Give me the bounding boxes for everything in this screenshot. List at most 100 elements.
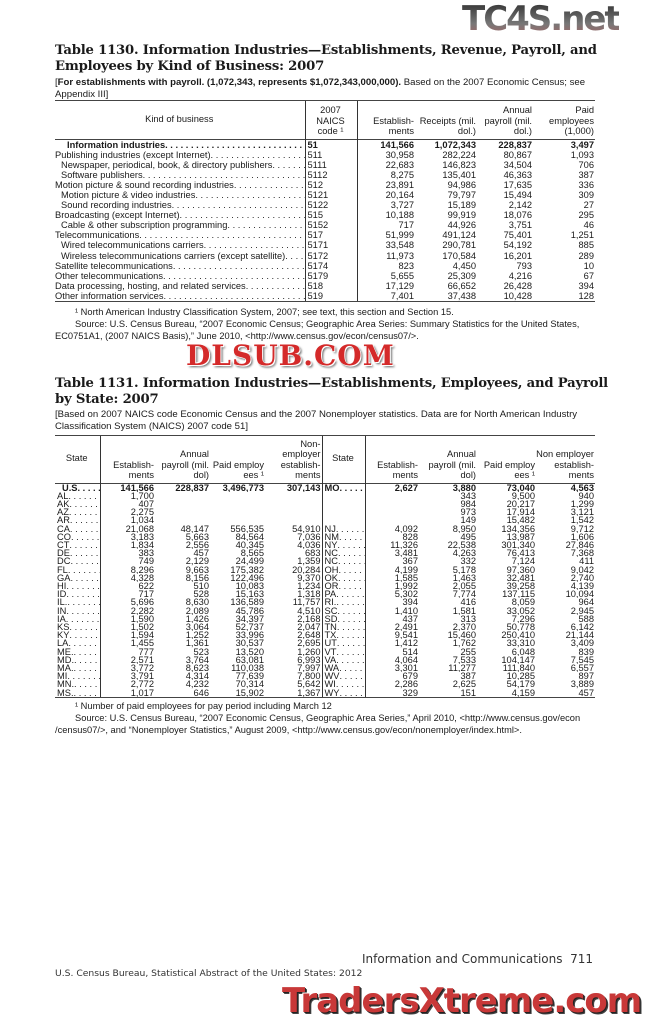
value-cell: 2,625 [452, 680, 476, 689]
table-1130: Kind of business 2007 NAICS code ¹ Establi… [55, 100, 595, 302]
column-header: Receipts (mil. dol.) [419, 115, 476, 137]
value-cell: 973 [460, 508, 476, 517]
value-cell: 151 [460, 688, 476, 697]
kind-of-business-cell: Motion picture & sound recording industr… [55, 179, 306, 190]
value-cell [265, 516, 323, 525]
state-cell: UT [322, 639, 366, 648]
naics-code: 51 [305, 139, 358, 150]
state-cell: OH [322, 565, 366, 574]
value-est: 10,188 [385, 210, 414, 221]
value-cell: 24,499 [235, 557, 264, 566]
value-cell: 984 [460, 499, 476, 509]
state-cell: AR [55, 516, 101, 525]
state-cell: MD. [55, 655, 101, 664]
naics-code: 512 [305, 179, 358, 190]
watermark-bottom: TradersXtreme.com [282, 981, 642, 1021]
state-cell: LA [55, 639, 101, 648]
table-1131-footnote: ¹ Number of paid employees for pay perio… [75, 701, 332, 711]
value-cell: 77,639 [235, 672, 264, 681]
state-name: CT [57, 540, 70, 550]
value-cell: 1,700 [130, 491, 154, 500]
kind-of-business-cell: Newspaper, periodical, book, & directory… [55, 159, 306, 170]
state-name: TN [324, 622, 337, 632]
value-emp: 394 [578, 280, 594, 291]
value-cell: 141,566 [120, 483, 154, 492]
value-cell: 1,585 [394, 573, 418, 582]
state-cell: HI [55, 581, 101, 591]
state-name: MA. [57, 663, 74, 673]
value-cell [155, 500, 210, 508]
value-cell: 2,089 [185, 606, 209, 615]
value-est: 3,727 [390, 200, 414, 211]
value-pay: 15,494 [503, 189, 532, 200]
state-name: MI [57, 672, 68, 681]
value-cell: 3,791 [130, 672, 154, 681]
value-cell: 3,880 [452, 483, 476, 492]
page-number: 711 [570, 952, 594, 966]
value-est: 5,655 [390, 270, 414, 281]
value-cell: 457 [578, 688, 594, 697]
kind-of-business: Data processing, hosting, and related se… [55, 280, 246, 291]
value-cell: 250,410 [501, 631, 535, 640]
value-cell: 134,356 [501, 524, 535, 533]
state-name: OK [324, 573, 338, 582]
kind-of-business-cell: Other information services [55, 290, 306, 301]
value-cell: 6,048 [511, 647, 535, 656]
state-name: MO [324, 483, 340, 492]
value-cell: 13,520 [235, 647, 264, 656]
table-row: Publishing industries (except Internet) 5… [55, 149, 595, 160]
kind-of-business: Wired telecommunications carriers [61, 240, 204, 251]
state-cell: U.S [55, 483, 101, 492]
column-header: Establish- ments [377, 459, 418, 481]
value-cell: 2,055 [452, 581, 476, 591]
value-cell: 54,910 [265, 524, 323, 533]
state-name: AL [57, 491, 69, 500]
column-header: 2007 NAICS code ¹ [305, 101, 358, 139]
value-cell: 228,837 [175, 483, 209, 492]
table-row: Newspaper, periodical, book, & directory… [55, 159, 595, 170]
table-row: Other information services 519 7,401 37,438… [55, 290, 595, 301]
value-cell: 646 [193, 688, 209, 697]
column-header: Non employer establish- ments [536, 449, 594, 480]
value-cell: 7,296 [511, 614, 535, 623]
value-cell: 5,642 [265, 680, 323, 689]
state-cell: TN [322, 622, 366, 632]
value-cell: 4,263 [452, 549, 476, 558]
value-cell: 2,168 [265, 614, 323, 623]
naics-code: 5174 [305, 260, 358, 271]
value-emp: 3,497 [570, 139, 594, 150]
value-cell: 523 [193, 647, 209, 656]
kind-of-business: Broadcasting (except Internet) [55, 210, 180, 221]
state-cell: WV [322, 672, 366, 681]
state-name: NY [324, 540, 338, 550]
table-row: Telecommunications 517 51,999 491,124 75,401… [55, 230, 595, 241]
value-cell: 111,840 [502, 663, 535, 673]
value-cell: 39,258 [506, 581, 535, 591]
value-cell [210, 516, 265, 524]
kind-of-business: Publishing industries (except Internet) [55, 149, 211, 160]
value-cell: 4,092 [394, 524, 418, 533]
table-row: Software publishers 5112 8,275 135,401 46,36… [55, 169, 595, 180]
value-cell: 9,370 [265, 573, 323, 582]
value-cell: 11,757 [265, 598, 323, 607]
value-emp: 336 [578, 179, 594, 190]
value-cell: 255 [460, 647, 476, 656]
table-row: AL 1,700 343 9,500 940 [55, 491, 595, 500]
value-cell: 4,036 [265, 540, 323, 550]
table-1131-headnote: [Based on 2007 NAICS code Economic Censu… [55, 409, 578, 432]
value-cell: 7,368 [570, 549, 594, 558]
value-cell: 15,460 [447, 631, 476, 640]
value-cell: 1,359 [265, 557, 323, 566]
value-cell: 1,252 [185, 631, 209, 640]
state-name: MN. [57, 680, 75, 689]
state-cell [322, 491, 366, 500]
value-emp: 128 [578, 290, 594, 301]
value-cell: 416 [460, 598, 476, 607]
state-cell: SD [322, 614, 366, 623]
value-cell: 33,310 [506, 639, 535, 648]
naics-code: 5112 [305, 169, 358, 180]
kind-of-business-cell: Satellite telecommunications [55, 260, 306, 271]
